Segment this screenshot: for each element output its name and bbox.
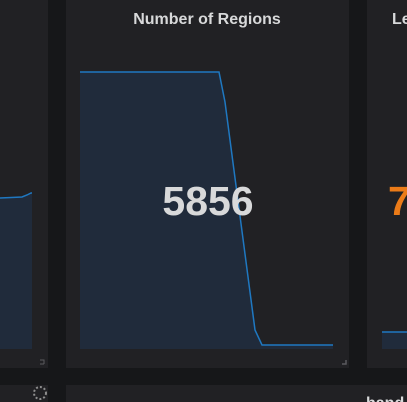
panel-title[interactable]: Number of Regions: [133, 11, 281, 28]
sparkline-area: [382, 332, 407, 349]
panel-title[interactable]: hand: [366, 395, 404, 402]
panel-left: [0, 0, 48, 368]
panel-right: Le 7: [367, 0, 407, 368]
stat-value: 7: [388, 178, 407, 224]
sparkline-line: [80, 71, 333, 346]
panel-box: [66, 385, 407, 402]
stat-value: 5856: [162, 178, 253, 224]
panel-bottom-left: [0, 385, 48, 402]
panel-title[interactable]: Le: [392, 11, 407, 28]
sparkline-line: [0, 192, 32, 199]
resize-handle[interactable]: [40, 359, 45, 365]
sparkline-area: [0, 193, 32, 349]
panel-box: [367, 0, 407, 368]
loading-spinner: [33, 386, 47, 400]
panel-bottom: hand: [66, 385, 407, 402]
sparkline-area: [80, 72, 333, 349]
resize-handle[interactable]: [342, 360, 347, 365]
panel-regions: Number of Regions 5856: [66, 0, 349, 368]
